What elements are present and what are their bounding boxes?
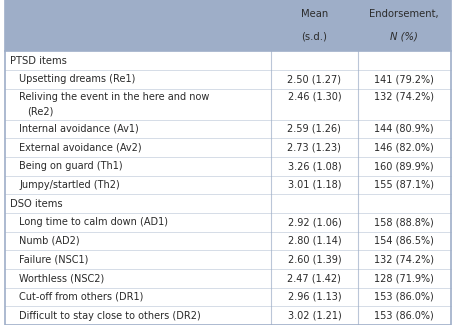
Text: 141 (79.2%): 141 (79.2%)	[374, 74, 434, 84]
Text: Reliving the event in the here and now: Reliving the event in the here and now	[19, 92, 209, 102]
Text: Numb (AD2): Numb (AD2)	[19, 236, 80, 246]
Text: 155 (87.1%): 155 (87.1%)	[374, 180, 434, 190]
Text: 2.60 (1.39): 2.60 (1.39)	[288, 254, 341, 265]
Text: Mean: Mean	[301, 9, 328, 19]
Text: Failure (NSC1): Failure (NSC1)	[19, 254, 88, 265]
Text: 2.92 (1.06): 2.92 (1.06)	[288, 217, 341, 227]
Text: N (%): N (%)	[390, 32, 418, 41]
Text: Jumpy/startled (Th2): Jumpy/startled (Th2)	[19, 180, 120, 190]
Text: 2.46 (1.30): 2.46 (1.30)	[288, 92, 341, 102]
Text: 3.02 (1.21): 3.02 (1.21)	[288, 311, 341, 321]
Text: 2.96 (1.13): 2.96 (1.13)	[288, 292, 341, 302]
Text: PTSD items: PTSD items	[10, 56, 67, 66]
Text: (s.d.): (s.d.)	[301, 32, 328, 41]
Text: Internal avoidance (Av1): Internal avoidance (Av1)	[19, 124, 139, 134]
Text: 128 (71.9%): 128 (71.9%)	[374, 273, 434, 283]
Text: 2.50 (1.27): 2.50 (1.27)	[287, 74, 342, 84]
Text: 132 (74.2%): 132 (74.2%)	[374, 92, 434, 102]
Text: 2.73 (1.23): 2.73 (1.23)	[288, 143, 341, 152]
Text: Cut-off from others (DR1): Cut-off from others (DR1)	[19, 292, 144, 302]
Text: 154 (86.5%): 154 (86.5%)	[374, 236, 434, 246]
Text: 153 (86.0%): 153 (86.0%)	[375, 292, 434, 302]
Text: 2.47 (1.42): 2.47 (1.42)	[288, 273, 341, 283]
Bar	[5, 0, 451, 51]
Text: Endorsement,: Endorsement,	[370, 9, 439, 19]
Text: Being on guard (Th1): Being on guard (Th1)	[19, 161, 123, 171]
Text: 146 (82.0%): 146 (82.0%)	[375, 143, 434, 152]
Text: 2.80 (1.14): 2.80 (1.14)	[288, 236, 341, 246]
Text: 158 (88.8%): 158 (88.8%)	[375, 217, 434, 227]
Text: Difficult to stay close to others (DR2): Difficult to stay close to others (DR2)	[19, 311, 201, 321]
Text: 153 (86.0%): 153 (86.0%)	[375, 311, 434, 321]
Text: Long time to calm down (AD1): Long time to calm down (AD1)	[19, 217, 168, 227]
Text: 160 (89.9%): 160 (89.9%)	[375, 161, 434, 171]
Text: 132 (74.2%): 132 (74.2%)	[374, 254, 434, 265]
Text: Upsetting dreams (Re1): Upsetting dreams (Re1)	[19, 74, 135, 84]
Text: DSO items: DSO items	[10, 199, 63, 209]
Text: External avoidance (Av2): External avoidance (Av2)	[19, 143, 142, 152]
Text: 144 (80.9%): 144 (80.9%)	[375, 124, 434, 134]
Text: 3.01 (1.18): 3.01 (1.18)	[288, 180, 341, 190]
Text: Worthless (NSC2): Worthless (NSC2)	[19, 273, 104, 283]
Text: 3.26 (1.08): 3.26 (1.08)	[288, 161, 341, 171]
Text: (Re2): (Re2)	[27, 107, 53, 117]
Text: 2.59 (1.26): 2.59 (1.26)	[288, 124, 341, 134]
